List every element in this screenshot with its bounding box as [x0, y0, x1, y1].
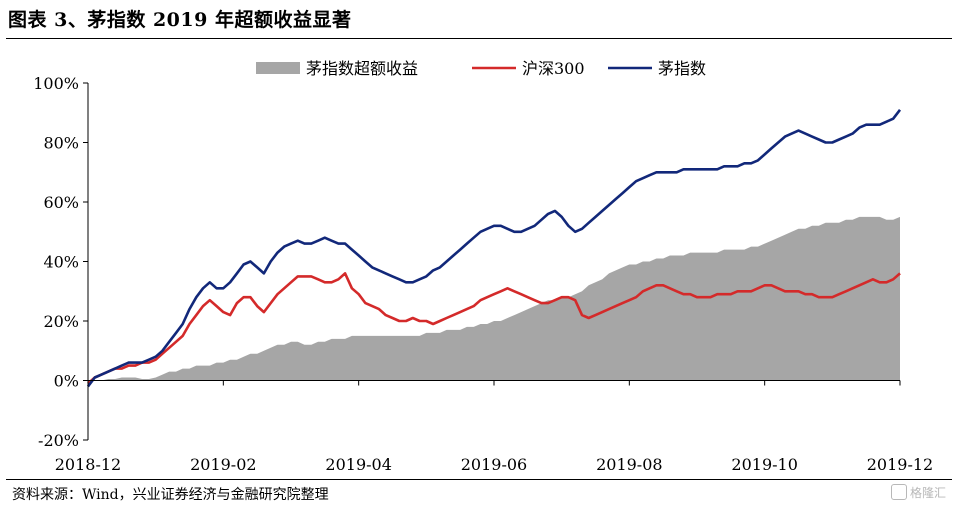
series-line-mao-index: [86, 109, 902, 388]
axis-layer: -20% 0% 20% 40% 60% 80% 100% 2018-12 2019-02 2019…: [33, 74, 933, 474]
area-layer: [88, 216, 900, 384]
y-tick-label: 60%: [43, 193, 79, 212]
x-tick-label: 2019-08: [596, 455, 662, 474]
lines-layer: [86, 109, 902, 388]
series-area-excess-return: [88, 216, 900, 384]
y-tick-label: 80%: [43, 134, 79, 153]
legend-label-mao-index: 茅指数: [658, 59, 706, 78]
legend: 茅指数超额收益 沪深300 茅指数: [256, 59, 706, 78]
source-note: 资料来源：Wind，兴业证券经济与金融研究院整理: [12, 487, 329, 503]
y-tick-label: -20%: [38, 431, 79, 450]
watermark-logo-icon: [890, 484, 907, 500]
y-tick-label: 20%: [43, 312, 79, 331]
series-line-hs300: [87, 272, 901, 385]
x-tick-label: 2019-04: [325, 455, 391, 474]
x-tick-label: 2019-10: [731, 455, 797, 474]
x-tick-label: 2018-12: [55, 455, 121, 474]
chart: -20% 0% 20% 40% 60% 80% 100% 2018-12 2019-02 2019…: [33, 59, 933, 474]
legend-label-hs300: 沪深300: [522, 59, 585, 78]
watermark-text: 格隆汇: [909, 486, 946, 500]
x-tick-label: 2019-12: [867, 455, 933, 474]
y-tick-label: 100%: [33, 74, 79, 93]
legend-swatch-excess-return: [256, 62, 300, 74]
watermark: 格隆汇: [890, 484, 946, 501]
x-tick-label: 2019-06: [461, 455, 527, 474]
y-tick-label: 0%: [54, 372, 79, 391]
y-tick-label: 40%: [43, 253, 79, 272]
bottom-rule: [6, 479, 952, 480]
top-rule: [6, 38, 952, 39]
legend-label-excess-return: 茅指数超额收益: [306, 59, 418, 78]
figure-title: 图表 3、茅指数 2019 年超额收益显著: [8, 9, 352, 31]
x-tick-label: 2019-02: [190, 455, 256, 474]
